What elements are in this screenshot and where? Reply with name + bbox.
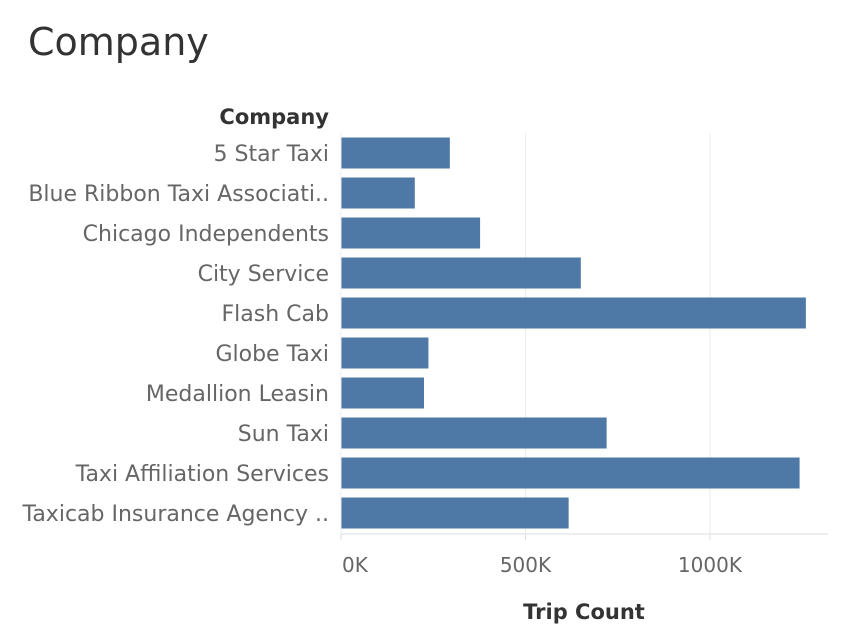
bar-1[interactable]: [341, 177, 415, 209]
category-label-4: Flash Cab: [222, 302, 329, 327]
category-label-7: Sun Taxi: [238, 422, 329, 447]
sheet-title: Company: [28, 20, 209, 64]
bar-2[interactable]: [341, 217, 481, 249]
category-label-8: Taxi Affiliation Services: [75, 462, 329, 487]
bar-8[interactable]: [341, 457, 800, 489]
bar-9[interactable]: [341, 497, 569, 529]
category-labels: 5 Star Taxi Blue Ribbon Taxi Associati.. C…: [22, 142, 329, 527]
bar-4[interactable]: [341, 297, 806, 329]
tick-label-1: 500K: [500, 553, 552, 577]
category-label-9: Taxicab Insurance Agency ..: [22, 502, 329, 527]
category-label-1: Blue Ribbon Taxi Associati..: [28, 182, 329, 207]
category-label-5: Globe Taxi: [215, 342, 329, 367]
category-label-0: 5 Star Taxi: [213, 142, 329, 167]
category-label-6: Medallion Leasin: [146, 382, 329, 407]
bar-7[interactable]: [341, 417, 607, 449]
category-label-2: Chicago Independents: [83, 222, 329, 247]
bar-3[interactable]: [341, 257, 581, 289]
bar-6[interactable]: [341, 377, 425, 409]
bar-5[interactable]: [341, 337, 429, 369]
x-axis-title: Trip Count: [523, 600, 645, 624]
bar-0[interactable]: [341, 137, 450, 169]
tick-label-2: 1000K: [678, 553, 743, 577]
x-axis: 0K 500K 1000K: [340, 133, 828, 577]
bars: [341, 137, 806, 529]
tick-label-0: 0K: [342, 553, 369, 577]
category-label-3: City Service: [198, 262, 329, 287]
row-header: Company: [219, 105, 329, 129]
